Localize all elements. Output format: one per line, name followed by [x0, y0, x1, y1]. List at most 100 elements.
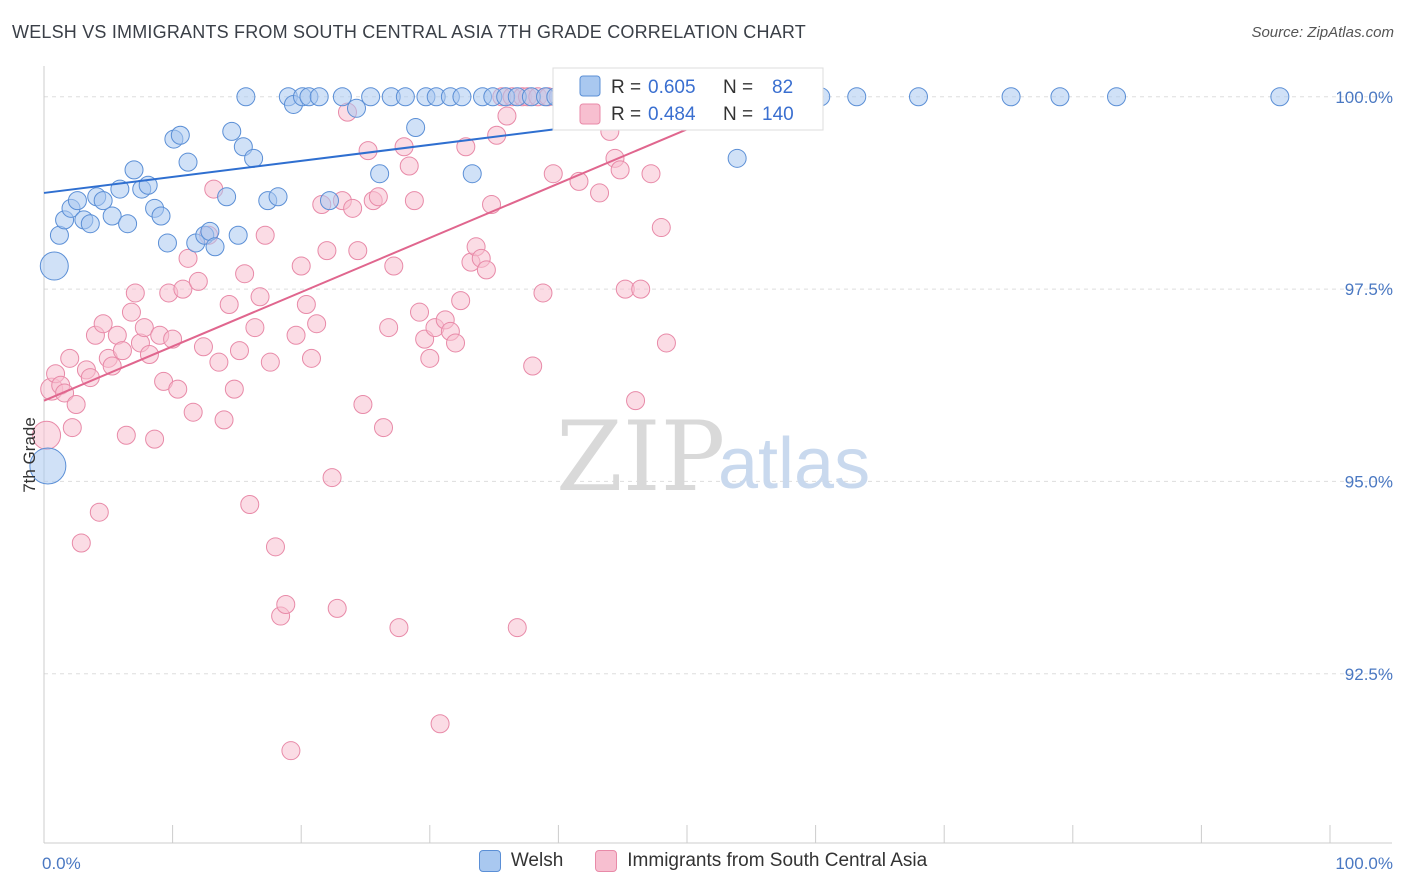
welsh-point: [1050, 87, 1070, 107]
immigrants-swatch: [595, 850, 618, 872]
immigrants-point: [89, 502, 109, 522]
immigrants-point: [307, 314, 327, 334]
immigrants-point: [60, 348, 80, 368]
immigrants-point: [368, 187, 388, 207]
legend-welsh-r-label: R =: [611, 77, 641, 98]
immigrants-point: [286, 325, 306, 345]
legend-item-welsh: Welsh: [478, 850, 564, 872]
legend-imm-n-value: 140: [762, 104, 794, 125]
y-tick-label: 100.0%: [1335, 88, 1393, 107]
welsh-point: [309, 87, 329, 107]
immigrants-point: [125, 283, 145, 303]
chart-title: WELSH VS IMMIGRANTS FROM SOUTH CENTRAL A…: [12, 22, 806, 42]
y-tick-labels: 92.5% 95.0% 97.5% 100.0%: [1335, 88, 1393, 684]
immigrants-point: [317, 241, 337, 261]
welsh-point: [727, 148, 747, 168]
immigrants-point: [358, 141, 378, 161]
immigrants-point: [497, 106, 517, 126]
welsh-swatch: [478, 850, 501, 872]
welsh-point: [244, 148, 264, 168]
immigrants-point: [476, 260, 496, 280]
y-tick-label: 92.5%: [1345, 665, 1393, 684]
immigrants-point: [219, 294, 239, 314]
immigrants-point: [245, 318, 265, 338]
immigrants-point: [121, 302, 141, 322]
immigrants-point: [353, 394, 373, 414]
immigrants-point: [446, 333, 466, 353]
immigrants-point: [507, 618, 527, 638]
x-tick-labels: 0.0% 100.0%: [42, 854, 1393, 873]
immigrants-point: [235, 264, 255, 284]
immigrants-point: [281, 741, 301, 761]
welsh-point: [319, 191, 339, 211]
welsh-point: [178, 152, 198, 172]
welsh-point: [118, 214, 138, 234]
watermark-atlas: atlas: [718, 424, 870, 504]
immigrants-point: [250, 287, 270, 307]
immigrants-point: [193, 337, 213, 357]
immigrants-point: [533, 283, 553, 303]
legend-imm-r-value: 0.484: [648, 104, 696, 125]
immigrants-point: [265, 537, 285, 557]
welsh-point: [1270, 87, 1290, 107]
welsh-point: [102, 206, 122, 226]
immigrants-point: [374, 418, 394, 438]
welsh-point: [124, 160, 144, 180]
immigrants-point: [430, 714, 450, 734]
immigrants-point: [322, 468, 342, 488]
welsh-point: [39, 251, 69, 281]
welsh-point: [370, 164, 390, 184]
immigrants-point: [456, 137, 476, 157]
x-tick-label: 0.0%: [42, 854, 81, 873]
immigrants-point: [134, 318, 154, 338]
immigrants-point: [343, 198, 363, 218]
y-axis-title: 7th Grade: [20, 417, 39, 493]
immigrants-trendline: [43, 95, 765, 402]
welsh-point: [228, 225, 248, 245]
welsh-point: [395, 87, 415, 107]
immigrants-point: [296, 294, 316, 314]
immigrants-point: [116, 425, 136, 445]
immigrants-point: [301, 348, 321, 368]
immigrants-point: [209, 352, 229, 372]
immigrants-point: [410, 302, 430, 322]
immigrants-point: [145, 429, 165, 449]
immigrants-point: [168, 379, 188, 399]
immigrants-point: [255, 225, 275, 245]
watermark-zip: ZIP: [556, 401, 725, 513]
immigrants-point: [384, 256, 404, 276]
welsh-point: [908, 87, 928, 107]
welsh-point: [268, 187, 288, 207]
immigrants-point: [626, 391, 646, 411]
immigrants-point: [229, 341, 249, 361]
immigrants-point: [240, 495, 260, 515]
watermark: ZIP atlas: [556, 401, 870, 513]
immigrants-point: [451, 291, 471, 311]
immigrants-point: [260, 352, 280, 372]
y-tick-label: 95.0%: [1345, 472, 1393, 491]
legend-label-welsh: Welsh: [510, 850, 564, 871]
immigrants-point: [590, 183, 610, 203]
immigrants-point: [62, 418, 82, 438]
immigrants-point: [651, 218, 671, 238]
immigrants-point: [66, 394, 86, 414]
welsh-point: [236, 87, 256, 107]
immigrants-point: [543, 164, 563, 184]
legend-imm-n-label: N =: [723, 104, 753, 125]
immigrants-point: [178, 248, 198, 268]
legend-welsh-n-value: 82: [772, 77, 793, 98]
immigrants-point: [404, 191, 424, 211]
x-tick-label: 100.0%: [1335, 854, 1393, 873]
welsh-point: [151, 206, 171, 226]
gridlines: [44, 96, 1392, 675]
y-tick-label: 97.5%: [1345, 280, 1393, 299]
welsh-point: [406, 118, 426, 138]
immigrants-point: [183, 402, 203, 422]
welsh-point: [1001, 87, 1021, 107]
legend-immigrants-swatch: [579, 103, 601, 125]
bottom-legend: Welsh Immigrants from South Central Asia: [0, 850, 1406, 872]
immigrants-point: [112, 341, 132, 361]
source-label: Source: ZipAtlas.com: [1251, 24, 1394, 41]
welsh-point: [170, 125, 190, 145]
welsh-point: [222, 121, 242, 141]
